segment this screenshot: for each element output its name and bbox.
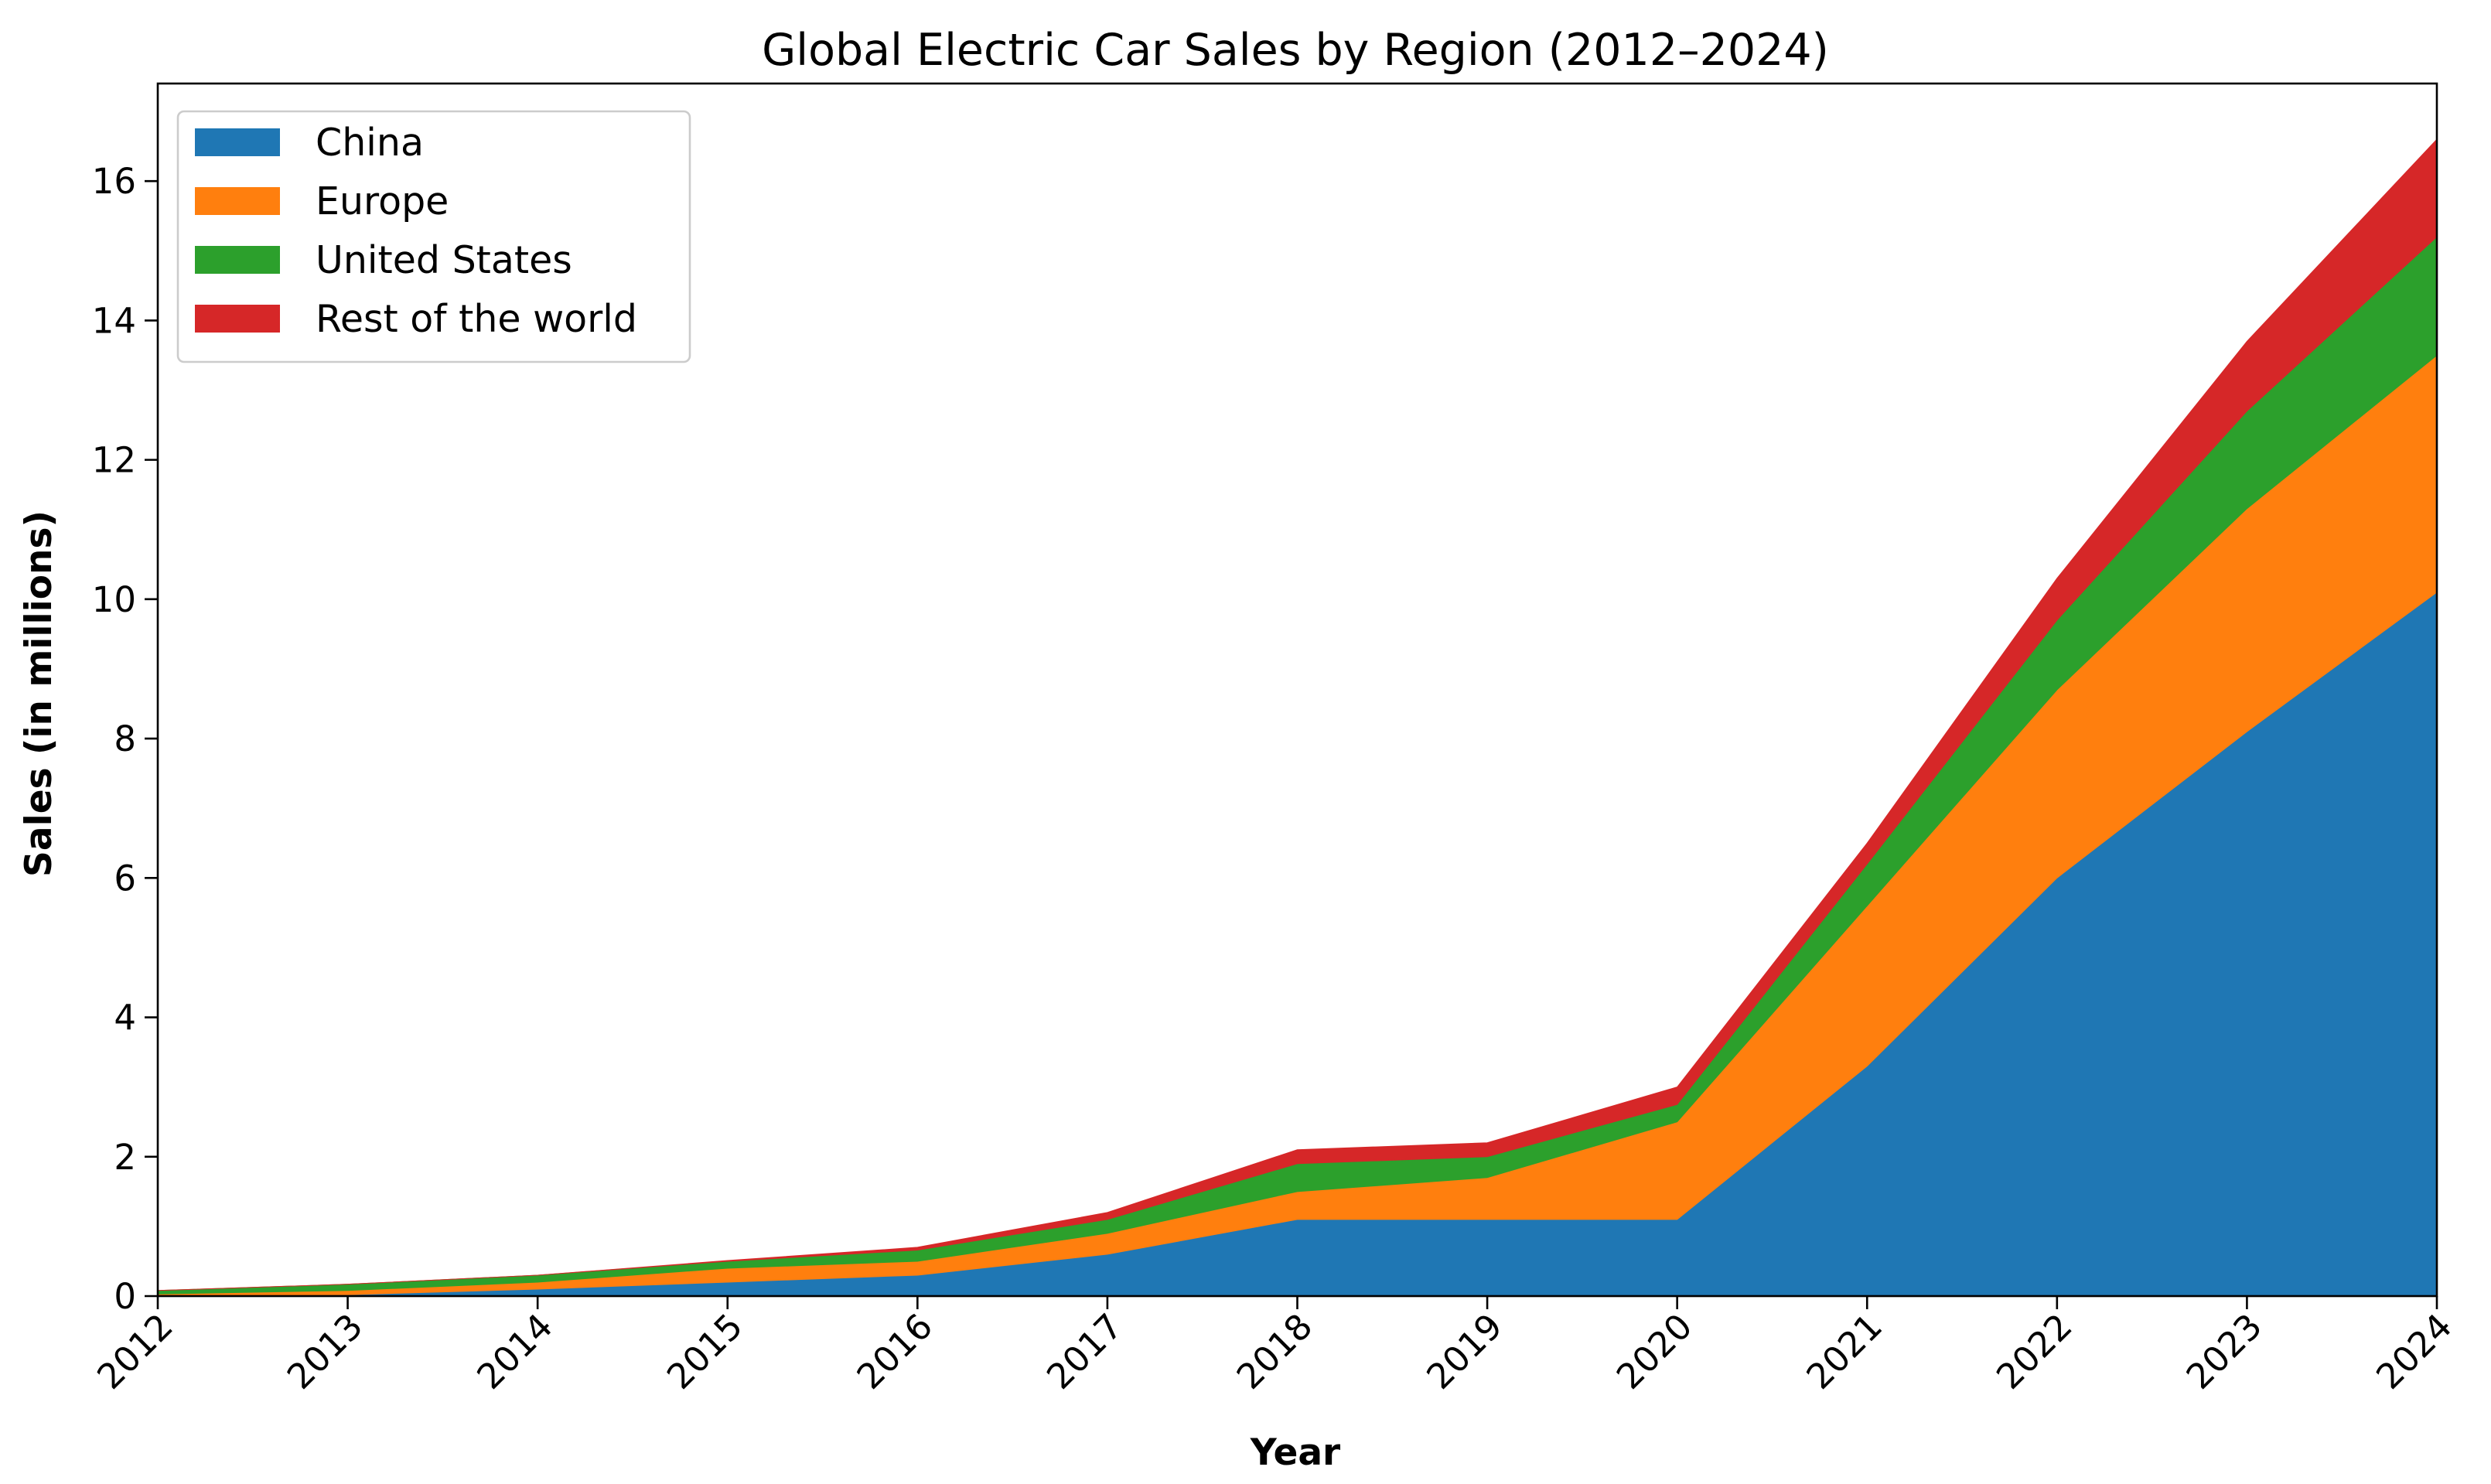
y-tick-label: 0 bbox=[114, 1276, 136, 1317]
y-axis: 0 2 4 6 8 10 12 14 16 bbox=[92, 161, 158, 1317]
chart-title: Global Electric Car Sales by Region (201… bbox=[762, 25, 1829, 76]
legend-box bbox=[176, 110, 691, 363]
legend-swatch-united-states bbox=[195, 246, 280, 274]
legend-label-united-states: United States bbox=[316, 238, 572, 282]
y-tick-label: 2 bbox=[114, 1137, 136, 1178]
y-tick-label: 8 bbox=[114, 718, 136, 759]
y-tick-label: 10 bbox=[92, 579, 136, 620]
legend-label-china: China bbox=[316, 121, 424, 165]
x-axis-title: Year bbox=[1250, 1431, 1341, 1474]
y-axis-title: Sales (in millions) bbox=[18, 510, 60, 877]
y-tick-label: 14 bbox=[92, 300, 136, 341]
legend-label-europe: Europe bbox=[316, 179, 449, 223]
legend-swatch-europe bbox=[195, 187, 280, 215]
legend-swatch-rest-of-the-world bbox=[195, 305, 280, 333]
legend-label-rest-of-the-world: Rest of the world bbox=[316, 297, 637, 341]
y-tick-label: 12 bbox=[92, 440, 136, 481]
y-tick-label: 16 bbox=[92, 161, 136, 202]
legend: China Europe United States Rest of the worl… bbox=[176, 110, 691, 363]
legend-swatch-china bbox=[195, 128, 280, 156]
y-tick-label: 6 bbox=[114, 858, 136, 899]
y-tick-label: 4 bbox=[114, 998, 136, 1039]
